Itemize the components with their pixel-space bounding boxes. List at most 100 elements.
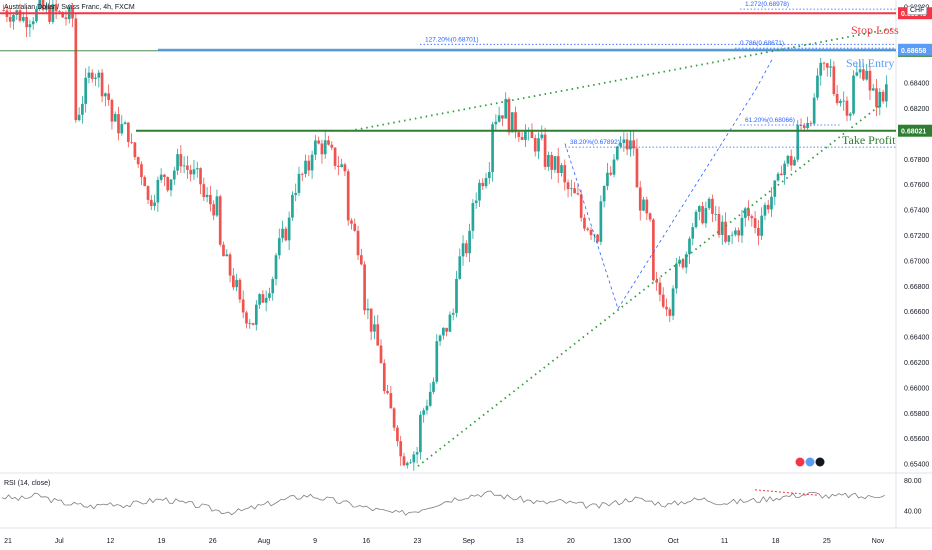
candle-body (8, 16, 12, 22)
candle-body (537, 138, 540, 152)
candle-body (642, 199, 645, 211)
candle-body (507, 98, 511, 133)
candle-body (862, 69, 865, 80)
candle-body (753, 218, 757, 228)
candle-body (379, 345, 383, 364)
candle-body (97, 72, 101, 78)
candle-body (64, 17, 68, 20)
candle-body (2, 10, 5, 11)
candle-body (81, 103, 84, 115)
candle-body (743, 208, 747, 218)
candle-body (832, 66, 836, 94)
candle-body (337, 165, 340, 167)
candle-body (619, 142, 622, 147)
candle-body (133, 142, 137, 158)
candle-body (678, 259, 681, 264)
candle-body (428, 391, 432, 406)
price-tick: 0.67800 (904, 157, 929, 164)
candle-body (143, 177, 147, 187)
candle-body (487, 171, 491, 179)
candle-body (868, 70, 872, 91)
price-tick: 0.67000 (904, 258, 929, 265)
pattern-line (617, 88, 757, 309)
candle-body (609, 172, 613, 175)
candle-body (277, 238, 281, 256)
candle-body (202, 184, 206, 198)
candle-body (166, 177, 170, 191)
event-icon (795, 457, 805, 467)
candle-body (576, 193, 580, 195)
take-profit-label: Take Profit (842, 133, 896, 147)
stop-loss-label: Stop Loss (851, 23, 899, 37)
candle-body (169, 179, 173, 191)
candle-body (569, 188, 573, 190)
candle-body (251, 323, 255, 325)
candle-body (560, 165, 563, 173)
rsi-line (1, 490, 885, 516)
candle-body (625, 139, 629, 150)
candle-body (126, 122, 130, 142)
time-tick: 25 (823, 538, 831, 545)
time-tick: 13:00 (613, 538, 631, 545)
symbol-title: Australian Dollar / Swiss Franc, 4h, FXC… (4, 4, 135, 11)
candle-body (842, 100, 846, 102)
candle-body (327, 140, 330, 145)
candle-body (215, 196, 219, 216)
overlays: 1.272(0.68978) 127.20%(0.68701) 0.786(0.68… (0, 1, 897, 467)
time-tick: 16 (362, 538, 370, 545)
candle-body (425, 405, 429, 411)
candle-body (18, 10, 22, 21)
currency-badge[interactable]: CHF (907, 6, 928, 15)
candle-body (317, 140, 321, 144)
time-tick: 9 (313, 538, 317, 545)
candle-body (363, 264, 366, 311)
candle-body (389, 393, 393, 409)
time-tick: 20 (567, 538, 575, 545)
candle-body (464, 243, 468, 254)
time-tick: 23 (414, 538, 422, 545)
candle-body (333, 147, 337, 166)
candle-body (553, 156, 557, 170)
level-price-tag (898, 124, 932, 137)
candle-body (747, 208, 750, 217)
candle-body (35, 8, 38, 22)
candle-body (359, 255, 363, 265)
upper-trendline (349, 27, 897, 132)
candle-body (258, 294, 261, 305)
candle-body (865, 70, 869, 80)
time-tick: 11 (721, 538, 728, 545)
candle-body (104, 93, 107, 97)
rsi-title: RSI (14, close) (4, 480, 51, 487)
candle-body (750, 216, 754, 219)
candle-body (497, 115, 501, 122)
candle-body (655, 280, 658, 283)
candle-body (300, 173, 304, 175)
price-tick: 0.67600 (904, 182, 929, 189)
candle-body (159, 174, 163, 180)
candle-body (819, 62, 823, 76)
candle-body (658, 282, 662, 295)
candle-body (812, 97, 816, 124)
candle-body (586, 228, 590, 230)
candle-body (871, 88, 875, 91)
candle-body (514, 112, 517, 133)
candle-body (54, 4, 58, 12)
candle-body (343, 164, 347, 172)
candle-body (356, 230, 360, 256)
candle-body (740, 217, 744, 236)
candle-body (304, 160, 307, 174)
price-tick: 0.67200 (904, 233, 929, 240)
candle-body (307, 160, 311, 171)
candle-body (268, 293, 271, 298)
fib-label: 127.20%(0.68701) (425, 36, 479, 43)
candle-body (556, 156, 560, 173)
candle-body (195, 168, 199, 170)
level-price-text: 0.68021 (901, 129, 926, 136)
candle-body (579, 194, 583, 218)
pattern-line (564, 143, 619, 309)
candle-body (697, 206, 701, 212)
candle-body (74, 18, 78, 121)
candle-body (254, 304, 258, 325)
candle-body (858, 69, 862, 73)
